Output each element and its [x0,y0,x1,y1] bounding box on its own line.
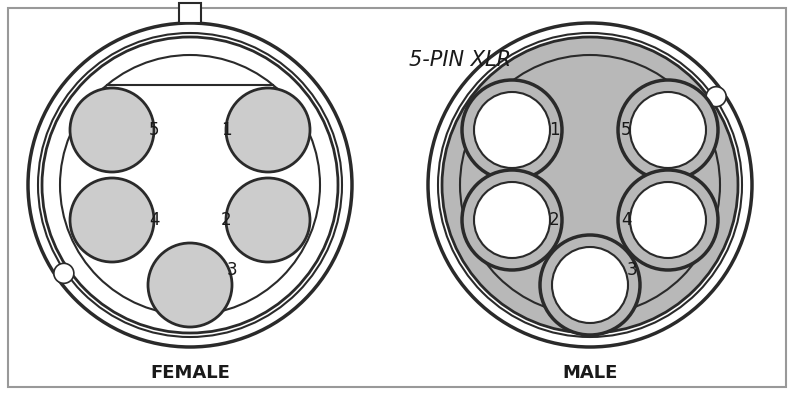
Circle shape [28,23,352,347]
Bar [179,3,201,23]
Text: 4: 4 [621,211,631,229]
Circle shape [226,178,310,262]
Circle shape [618,80,718,180]
Circle shape [60,55,320,315]
Circle shape [42,37,338,333]
Circle shape [438,33,742,337]
Text: 4: 4 [148,211,160,229]
Text: 3: 3 [626,261,638,279]
Circle shape [70,178,154,262]
Text: 2: 2 [221,211,231,229]
Circle shape [706,87,727,107]
Text: MALE: MALE [562,364,618,382]
Circle shape [38,33,342,337]
Text: 2: 2 [549,211,559,229]
Text: 5: 5 [621,121,631,139]
Circle shape [462,80,562,180]
Circle shape [54,263,74,283]
Text: 1: 1 [549,121,559,139]
Circle shape [618,170,718,270]
Circle shape [630,92,706,168]
Circle shape [460,55,720,315]
Text: 5-PIN XLR: 5-PIN XLR [409,50,511,70]
Circle shape [70,88,154,172]
Circle shape [462,170,562,270]
Text: 5: 5 [148,121,160,139]
Circle shape [630,182,706,258]
Circle shape [552,247,628,323]
Circle shape [540,235,640,335]
Circle shape [428,23,752,347]
Circle shape [226,88,310,172]
Circle shape [474,182,550,258]
Text: 3: 3 [227,261,237,279]
Circle shape [442,37,738,333]
Text: 1: 1 [221,121,231,139]
Circle shape [474,92,550,168]
Circle shape [148,243,232,327]
Text: FEMALE: FEMALE [150,364,230,382]
